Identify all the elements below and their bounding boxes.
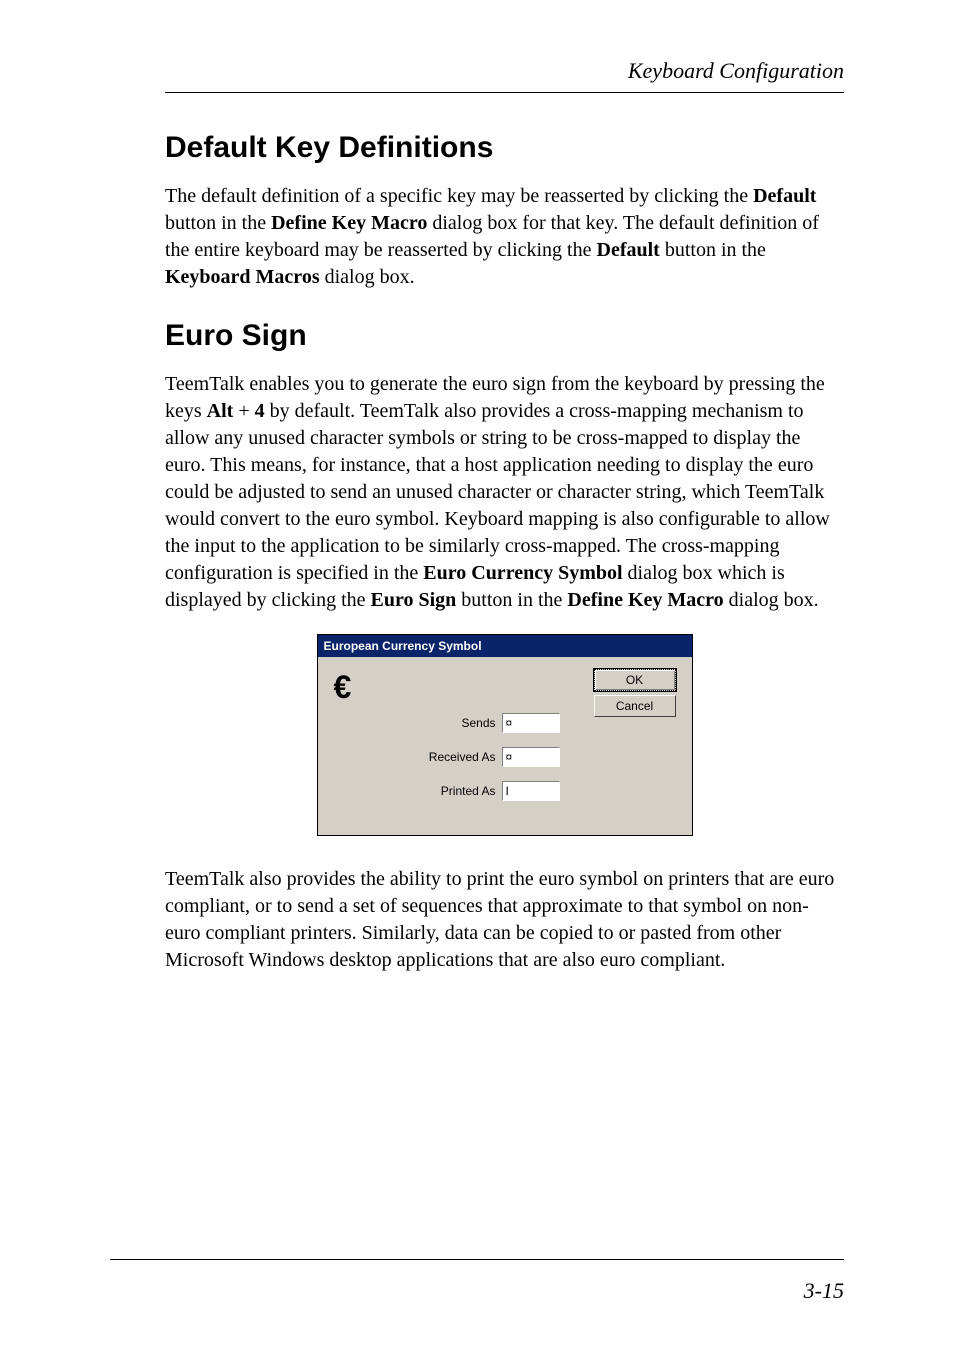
bold-define-key-macro: Define Key Macro [271,212,427,234]
section2-title: Euro Sign [165,319,844,353]
ok-button[interactable]: OK [594,669,676,691]
page-header: Keyboard Configuration [165,58,844,93]
text: The default definition of a specific key… [165,185,753,207]
section2-para1: TeemTalk enables you to generate the eur… [165,371,844,614]
bold-define-key-macro2: Define Key Macro [567,589,723,611]
euro-icon: € [334,669,380,706]
printed-as-label: Printed As [380,784,502,798]
section2-para2: TeemTalk also provides the ability to pr… [165,866,844,974]
bold-euro-currency-symbol: Euro Currency Symbol [423,562,622,584]
text: + [233,400,254,422]
dialog-titlebar: European Currency Symbol [318,635,692,657]
text: dialog box. [724,589,819,611]
page-footer: 3-15 [110,1259,844,1304]
text: button in the [456,589,567,611]
sends-input[interactable] [502,713,560,733]
sends-label: Sends [380,716,502,730]
bold-keyboard-macros: Keyboard Macros [165,266,320,288]
printed-as-input[interactable] [502,781,560,801]
text: button in the [660,239,766,261]
text: dialog box. [320,266,415,288]
bold-euro-sign: Euro Sign [371,589,457,611]
bold-default2: Default [597,239,660,261]
text: by default. TeemTalk also provides a cro… [165,400,830,584]
cancel-button[interactable]: Cancel [594,695,676,717]
bold-alt: Alt [207,400,234,422]
received-as-input[interactable] [502,747,560,767]
bold-4: 4 [255,400,265,422]
euro-currency-dialog: European Currency Symbol € Sends Receive… [317,634,693,836]
received-as-label: Received As [380,750,502,764]
section1-title: Default Key Definitions [165,131,844,165]
section1-para1: The default definition of a specific key… [165,183,844,291]
text: button in the [165,212,271,234]
bold-default: Default [753,185,816,207]
